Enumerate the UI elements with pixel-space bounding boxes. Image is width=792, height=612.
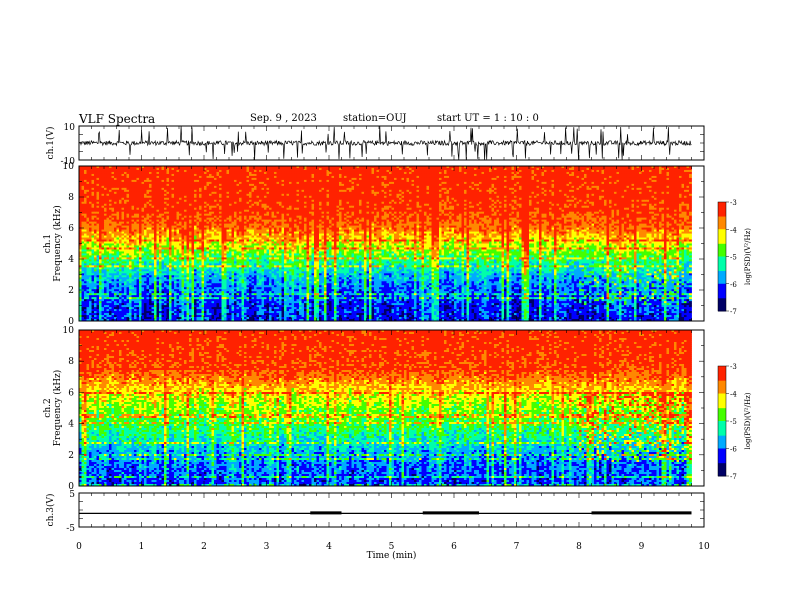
ch1-waveform-ylabel: ch.1(V): [45, 127, 56, 160]
ch1-spectrogram-cells: [79, 166, 692, 321]
ch1-waveform-ylabel-line: ch.1(V): [45, 127, 56, 160]
ch1-ytick-label: 10: [64, 123, 76, 133]
ch1-waveform-trace: [79, 126, 692, 160]
